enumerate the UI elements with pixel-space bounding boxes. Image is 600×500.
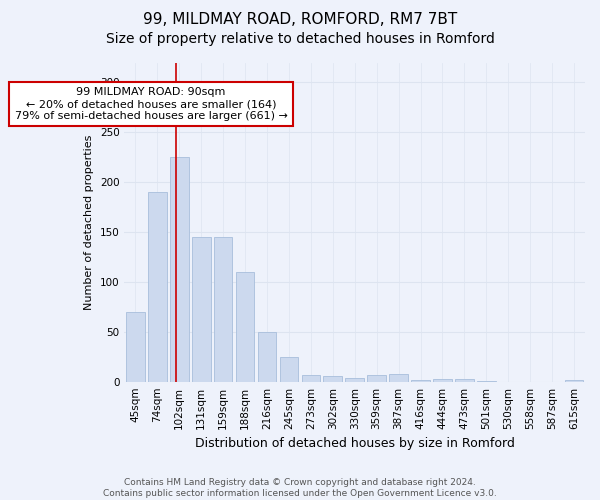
Bar — [367, 374, 386, 382]
Bar — [477, 380, 496, 382]
Bar — [192, 237, 211, 382]
Bar — [433, 378, 452, 382]
Bar — [411, 380, 430, 382]
Bar — [257, 332, 277, 382]
Bar — [455, 378, 473, 382]
Text: 99, MILDMAY ROAD, ROMFORD, RM7 7BT: 99, MILDMAY ROAD, ROMFORD, RM7 7BT — [143, 12, 457, 28]
Bar — [389, 374, 408, 382]
Y-axis label: Number of detached properties: Number of detached properties — [84, 134, 94, 310]
Bar — [170, 158, 188, 382]
Bar — [323, 376, 342, 382]
Bar — [280, 356, 298, 382]
Text: Size of property relative to detached houses in Romford: Size of property relative to detached ho… — [106, 32, 494, 46]
X-axis label: Distribution of detached houses by size in Romford: Distribution of detached houses by size … — [195, 437, 515, 450]
Bar — [236, 272, 254, 382]
Bar — [126, 312, 145, 382]
Text: 99 MILDMAY ROAD: 90sqm
← 20% of detached houses are smaller (164)
79% of semi-de: 99 MILDMAY ROAD: 90sqm ← 20% of detached… — [15, 88, 287, 120]
Bar — [565, 380, 583, 382]
Text: Contains HM Land Registry data © Crown copyright and database right 2024.
Contai: Contains HM Land Registry data © Crown c… — [103, 478, 497, 498]
Bar — [214, 237, 232, 382]
Bar — [346, 378, 364, 382]
Bar — [302, 374, 320, 382]
Bar — [148, 192, 167, 382]
